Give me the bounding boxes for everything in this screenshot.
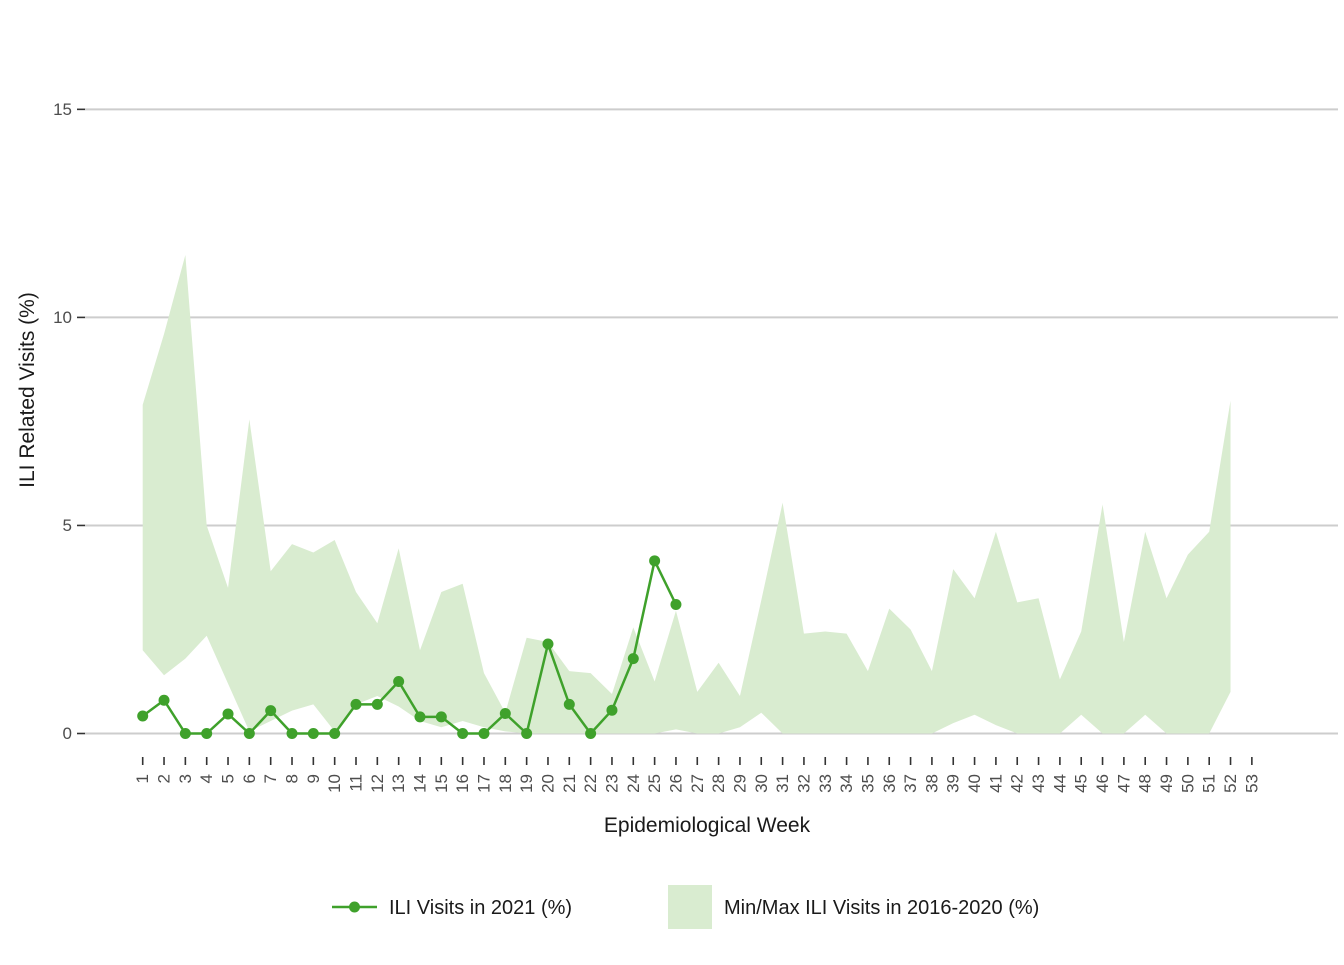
x-tick-label: 33 [816, 774, 835, 793]
x-tick-label: 24 [624, 774, 643, 793]
y-axis-title: ILI Related Visits (%) [16, 292, 39, 488]
x-tick-label: 9 [304, 774, 323, 783]
data-point-week-8 [286, 728, 298, 739]
legend: ILI Visits in 2021 (%) Min/Max ILI Visit… [332, 885, 1039, 929]
x-tick-label: 5 [219, 774, 238, 783]
x-tick-label: 16 [453, 774, 472, 793]
x-tick-label: 32 [794, 774, 813, 793]
legend-label-minmax: Min/Max ILI Visits in 2016-2020 (%) [724, 897, 1039, 919]
line-series-2021 [137, 555, 682, 739]
x-tick-label: 36 [880, 774, 899, 793]
data-point-week-4 [201, 728, 213, 739]
x-tick-label: 51 [1200, 774, 1219, 793]
x-tick-label: 44 [1050, 774, 1069, 793]
data-point-week-20 [542, 638, 554, 650]
legend-item-2021: ILI Visits in 2021 (%) [332, 897, 572, 919]
data-point-week-19 [521, 728, 533, 739]
data-point-week-9 [307, 728, 319, 739]
x-tick-label: 40 [965, 774, 984, 793]
y-tick-label: 5 [63, 516, 72, 535]
x-tick-label: 15 [432, 774, 451, 793]
data-point-week-25 [649, 555, 661, 567]
x-tick-label: 1 [133, 774, 152, 783]
x-tick-label: 2 [155, 774, 174, 783]
x-tick-label: 28 [709, 774, 728, 793]
data-point-week-3 [179, 728, 191, 739]
data-point-week-17 [478, 728, 490, 739]
x-tick-label: 20 [538, 774, 557, 793]
y-axis-ticks: 0 5 10 15 [53, 100, 85, 743]
data-point-week-1 [137, 710, 149, 722]
y-tick-label: 15 [53, 100, 72, 119]
x-tick-label: 25 [645, 774, 664, 793]
x-tick-label: 17 [474, 774, 493, 793]
x-tick-label: 27 [688, 774, 707, 793]
x-tick-label: 11 [347, 774, 366, 792]
legend-swatch-icon [668, 885, 712, 929]
data-point-week-21 [563, 698, 575, 710]
data-point-week-11 [350, 698, 362, 710]
x-tick-label: 8 [283, 774, 302, 783]
x-axis-ticks: 1 2 3 4 5 6 7 8 9 10 11 12 13 14 15 16 17 18 19 20 21 22 23 24 2… [133, 757, 1261, 793]
x-tick-label: 43 [1029, 774, 1048, 793]
data-point-week-16 [457, 728, 469, 739]
legend-point-marker-icon [349, 901, 360, 913]
x-tick-label: 12 [368, 774, 387, 793]
y-tick-label: 10 [53, 308, 72, 327]
x-tick-label: 35 [858, 774, 877, 793]
x-tick-label: 14 [410, 774, 429, 793]
x-tick-label: 49 [1157, 774, 1176, 793]
x-tick-label: 52 [1221, 774, 1240, 793]
legend-label-2021: ILI Visits in 2021 (%) [389, 897, 572, 919]
x-tick-label: 6 [240, 774, 259, 783]
x-tick-label: 29 [730, 774, 749, 793]
x-tick-label: 18 [496, 774, 515, 793]
data-point-week-7 [265, 705, 277, 717]
x-tick-label: 21 [560, 774, 579, 793]
x-tick-label: 26 [666, 774, 685, 793]
x-tick-label: 22 [581, 774, 600, 793]
data-point-week-23 [606, 704, 618, 716]
y-tick-label: 0 [63, 724, 72, 743]
data-point-week-18 [499, 708, 511, 720]
data-point-week-26 [670, 599, 682, 611]
x-tick-label: 50 [1178, 774, 1197, 793]
minmax-ribbon-area [142, 254, 1231, 734]
minmax-ribbon [142, 254, 1231, 734]
data-point-week-5 [222, 708, 234, 720]
x-tick-label: 34 [837, 774, 856, 793]
x-tick-label: 37 [901, 774, 920, 793]
x-tick-label: 53 [1242, 774, 1261, 793]
data-point-week-15 [435, 711, 447, 723]
x-tick-label: 13 [389, 774, 408, 793]
x-tick-label: 38 [922, 774, 941, 793]
data-point-week-22 [585, 728, 597, 739]
x-tick-label: 42 [1008, 774, 1027, 793]
x-tick-label: 48 [1136, 774, 1155, 793]
x-tick-label: 39 [944, 774, 963, 793]
data-point-week-2 [158, 694, 170, 706]
x-tick-label: 23 [602, 774, 621, 793]
x-tick-label: 3 [176, 774, 195, 783]
x-tick-label: 30 [752, 774, 771, 793]
x-tick-label: 4 [197, 774, 216, 783]
x-tick-label: 10 [325, 774, 344, 793]
x-tick-label: 31 [773, 774, 792, 793]
x-tick-label: 46 [1093, 774, 1112, 793]
data-point-week-13 [393, 675, 405, 687]
data-point-week-14 [414, 711, 426, 723]
x-tick-label: 7 [261, 774, 280, 783]
x-tick-label: 47 [1114, 774, 1133, 793]
data-point-week-10 [329, 728, 341, 739]
x-tick-label: 41 [986, 774, 1005, 793]
x-axis-title: Epidemiological Week [604, 814, 811, 837]
data-point-week-6 [243, 728, 255, 739]
data-point-week-12 [371, 698, 383, 710]
data-point-week-24 [627, 653, 639, 665]
x-tick-label: 19 [517, 774, 536, 793]
x-tick-label: 45 [1072, 774, 1091, 793]
legend-item-minmax: Min/Max ILI Visits in 2016-2020 (%) [668, 885, 1039, 929]
